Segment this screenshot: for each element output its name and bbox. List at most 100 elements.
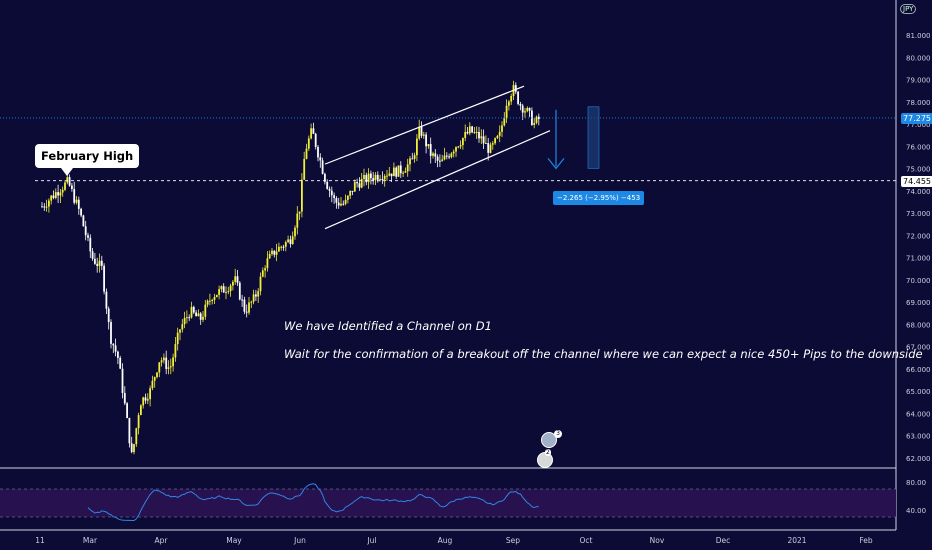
price-tick-label: 76.000 bbox=[906, 143, 931, 151]
candle-body bbox=[335, 198, 338, 203]
candle-body bbox=[112, 343, 115, 346]
candle-body bbox=[89, 237, 92, 252]
price-tick-label: 70.000 bbox=[906, 277, 931, 285]
candle-body bbox=[197, 313, 200, 317]
time-tick-label: Aug bbox=[438, 536, 453, 545]
candle-body bbox=[528, 107, 531, 111]
candle-body bbox=[501, 125, 503, 132]
candle-body bbox=[211, 299, 214, 301]
candle-body bbox=[365, 174, 368, 183]
currency-badge[interactable]: JPY bbox=[900, 4, 917, 14]
candle-body bbox=[218, 289, 220, 295]
candle-body bbox=[96, 263, 99, 266]
candle-body bbox=[245, 311, 248, 313]
price-tick-label: 64.000 bbox=[906, 410, 931, 418]
candle-body bbox=[464, 131, 467, 138]
candle-body bbox=[482, 136, 485, 144]
drawings-layer bbox=[0, 85, 896, 230]
candle-body bbox=[491, 143, 494, 145]
candle-body bbox=[441, 159, 444, 162]
news-icon[interactable] bbox=[541, 432, 557, 448]
candle-body bbox=[310, 128, 312, 139]
candle-body bbox=[160, 360, 163, 363]
candle-body bbox=[337, 202, 340, 206]
candle-body bbox=[41, 206, 43, 208]
candle-body bbox=[533, 122, 536, 125]
candle-body bbox=[48, 200, 50, 207]
current-price-label: 77.275 bbox=[901, 113, 932, 124]
rsi-band bbox=[0, 489, 896, 517]
price-tick-label: 68.000 bbox=[906, 321, 931, 329]
candle-body bbox=[91, 251, 94, 259]
candle-body bbox=[510, 96, 513, 102]
candle-body bbox=[215, 294, 218, 297]
candle-body bbox=[356, 182, 358, 184]
candle-body bbox=[243, 299, 246, 312]
candle-body bbox=[487, 143, 490, 153]
candle-body bbox=[146, 399, 149, 401]
candle-body bbox=[324, 173, 326, 182]
ideas-count-badge: 2 bbox=[545, 449, 551, 456]
price-tick-label: 62.000 bbox=[906, 455, 931, 463]
breakout-annotation[interactable]: Wait for the confirmation of a breakout … bbox=[284, 347, 923, 361]
candle-body bbox=[514, 85, 517, 92]
candle-body bbox=[471, 126, 473, 133]
february-high-callout[interactable]: February High bbox=[35, 144, 140, 176]
candle-body bbox=[82, 215, 85, 227]
time-tick-label: 2021 bbox=[787, 536, 806, 545]
candle-body bbox=[153, 377, 156, 381]
candle-body bbox=[121, 368, 124, 393]
candle-body bbox=[98, 260, 101, 266]
candle-body bbox=[294, 227, 296, 237]
candle-body bbox=[179, 329, 181, 333]
time-tick-label: Nov bbox=[650, 536, 665, 545]
price-tick-label: 74.000 bbox=[906, 188, 931, 196]
candle-body bbox=[280, 246, 283, 248]
candle-body bbox=[439, 160, 441, 162]
candle-body bbox=[347, 195, 349, 200]
candle-body bbox=[455, 147, 457, 152]
rsi-tick-label: 80.00 bbox=[906, 479, 926, 487]
price-tick-label: 73.000 bbox=[906, 210, 931, 218]
candle-body bbox=[117, 351, 119, 358]
candle-body bbox=[169, 366, 172, 368]
candle-body bbox=[225, 292, 227, 294]
candle-body bbox=[130, 443, 133, 453]
news-count-badge: 3 bbox=[554, 430, 562, 438]
candle-body bbox=[291, 236, 294, 245]
channel-annotation[interactable]: We have Identified a Channel on D1 bbox=[284, 319, 492, 333]
candle-body bbox=[61, 189, 64, 193]
candle-body bbox=[367, 173, 370, 183]
candle-body bbox=[496, 135, 499, 139]
candle-body bbox=[314, 133, 317, 147]
candle-body bbox=[204, 304, 207, 317]
candle-body bbox=[52, 195, 55, 198]
candlestick-series bbox=[41, 80, 540, 455]
candle-body bbox=[241, 299, 243, 301]
candle-body bbox=[317, 146, 319, 158]
candle-body bbox=[468, 126, 471, 134]
candle-body bbox=[64, 182, 66, 190]
candle-body bbox=[395, 167, 398, 177]
time-tick-label: May bbox=[226, 536, 242, 545]
price-tick-label: 79.000 bbox=[906, 77, 931, 85]
candle-body bbox=[422, 134, 425, 136]
price-tick-label: 67.000 bbox=[906, 344, 931, 352]
time-tick-label: Jun bbox=[293, 536, 306, 545]
candle-body bbox=[77, 199, 80, 209]
candle-body bbox=[232, 281, 234, 286]
candle-body bbox=[397, 165, 400, 177]
price-tick-label: 77.000 bbox=[906, 121, 931, 129]
candle-body bbox=[450, 153, 453, 158]
candle-body bbox=[248, 302, 250, 313]
candle-body bbox=[399, 165, 402, 174]
time-tick-label: 11 bbox=[35, 536, 45, 545]
candle-body bbox=[71, 185, 73, 190]
price-tick-label: 69.000 bbox=[906, 299, 931, 307]
candle-body bbox=[526, 107, 529, 112]
candle-body bbox=[353, 182, 356, 192]
channel-upper-line bbox=[324, 85, 525, 165]
candle-body bbox=[333, 195, 335, 199]
